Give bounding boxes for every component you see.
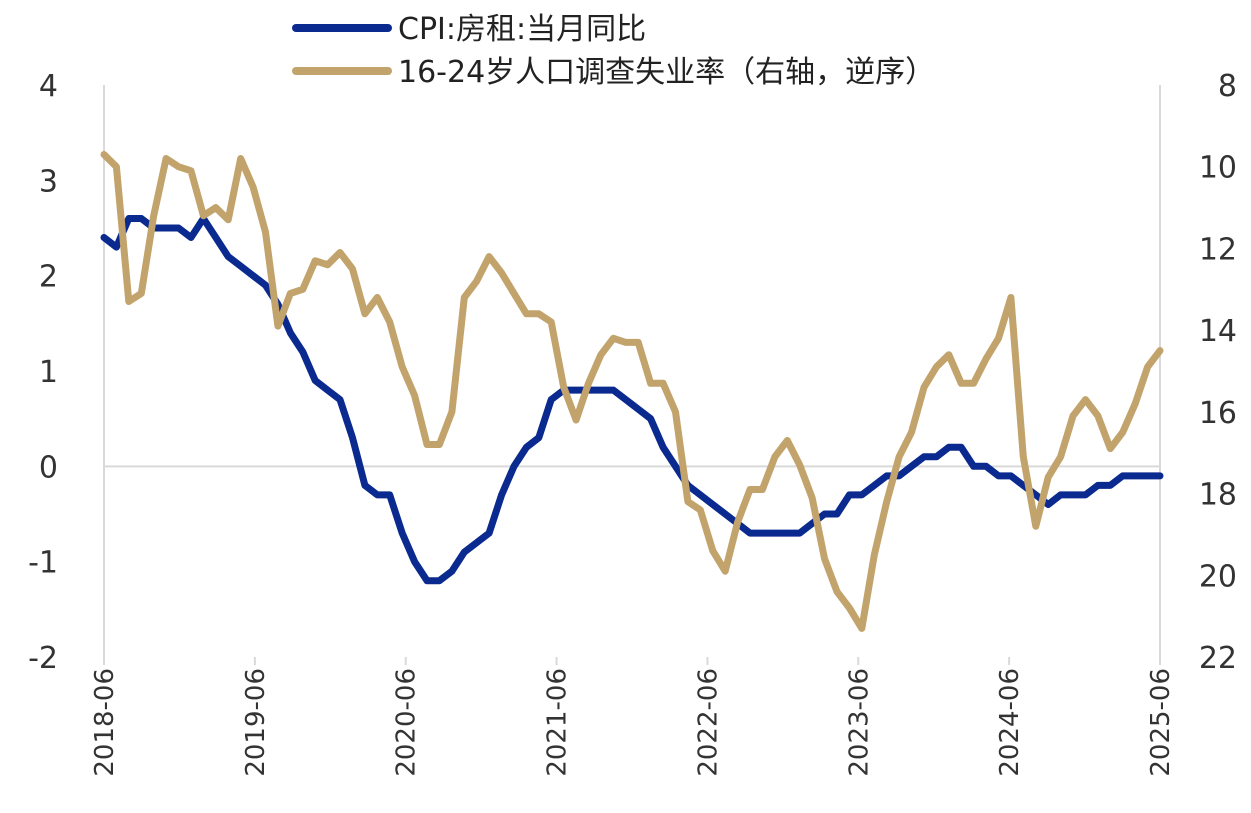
y-tick-left: 3 xyxy=(39,164,58,199)
y-tick-left: -2 xyxy=(28,641,58,676)
x-tick-label: 2022-06 xyxy=(693,668,723,777)
y-tick-left: 4 xyxy=(39,69,58,104)
y-tick-right: 12 xyxy=(1199,232,1237,267)
series-line-youth-unemployment xyxy=(100,151,1164,632)
x-tick-label: 2023-06 xyxy=(844,668,874,777)
series-layer xyxy=(100,151,1164,632)
legend-label-youth-unemployment: 16-24岁人口调查失业率（右轴，逆序） xyxy=(398,55,935,90)
x-tick-label: 2024-06 xyxy=(995,668,1025,777)
x-tick-label: 2025-06 xyxy=(1146,668,1176,777)
y-tick-right: 22 xyxy=(1199,641,1237,676)
y-tick-left: 2 xyxy=(39,260,58,295)
y-tick-right: 16 xyxy=(1199,396,1237,431)
x-tick-label: 2019-06 xyxy=(241,668,271,777)
legend-label-cpi-rent: CPI:房租:当月同比 xyxy=(398,12,646,47)
y-tick-left: 0 xyxy=(39,450,58,485)
series-line-cpi-rent xyxy=(100,215,1164,585)
y-tick-right: 10 xyxy=(1199,151,1237,186)
axes-layer xyxy=(103,85,1161,665)
y-tick-right: 20 xyxy=(1199,559,1237,594)
y-tick-right: 8 xyxy=(1218,69,1237,104)
y-tick-left: 1 xyxy=(39,355,58,390)
y-tick-left: -1 xyxy=(28,546,58,581)
y-tick-right: 18 xyxy=(1199,478,1237,513)
x-tick-label: 2018-06 xyxy=(90,668,120,777)
x-tick-label: 2021-06 xyxy=(543,668,573,777)
x-tick-label: 2020-06 xyxy=(392,668,422,777)
legend: CPI:房租:当月同比 16-24岁人口调查失业率（右轴，逆序） xyxy=(292,12,935,90)
y-tick-right: 14 xyxy=(1199,314,1237,349)
